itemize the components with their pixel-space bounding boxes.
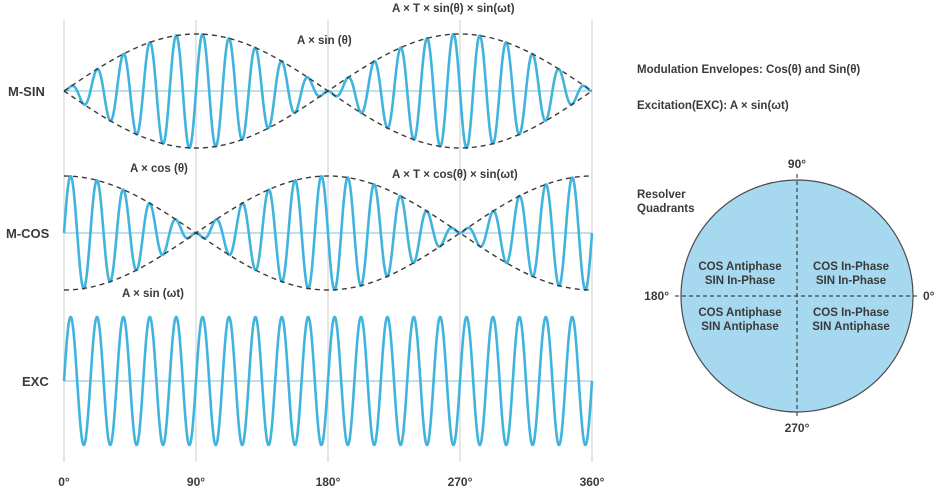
resolver-quadrants: Resolver Quadrants 90° 180° 0° 270° COS … xyxy=(637,157,935,435)
quadrant-q2-line2: SIN In-Phase xyxy=(705,275,775,287)
quadrant-label-270: 270° xyxy=(785,421,810,435)
x-tick-270: 270° xyxy=(448,475,473,489)
quadrant-label-90: 90° xyxy=(788,157,806,171)
quadrant-q2-line1: COS Antiphase xyxy=(698,261,781,273)
legend-excitation: Excitation(EXC): A × sin(ωt) xyxy=(637,100,789,112)
quadrant-label-180: 180° xyxy=(644,289,669,303)
quadrant-q4-line1: COS In-Phase xyxy=(813,307,889,319)
row-label-exc: EXC xyxy=(22,374,49,389)
x-tick-360: 360° xyxy=(580,475,605,489)
quadrants-title-line2: Quadrants xyxy=(637,203,695,215)
quadrant-label-0: 0° xyxy=(923,289,935,303)
quadrant-q4-line2: SIN Antiphase xyxy=(812,321,890,333)
msin-envelope-lower xyxy=(63,33,593,149)
mcos-waveform xyxy=(62,174,594,292)
quadrant-q1-line2: SIN In-Phase xyxy=(816,275,886,287)
quadrant-q1-line1: COS In-Phase xyxy=(813,261,889,273)
annotation-msin-envelope: A × sin (θ) xyxy=(297,35,352,47)
annotation-exc-signal: A × sin (ωt) xyxy=(122,288,184,300)
annotation-mcos-envelope: A × cos (θ) xyxy=(130,163,188,175)
legend-envelopes: Modulation Envelopes: Cos(θ) and Sin(θ) xyxy=(637,64,860,76)
exc-waveform xyxy=(62,315,594,447)
row-label-mcos: M-COS xyxy=(6,226,50,241)
quadrants-title-line1: Resolver xyxy=(637,189,686,201)
x-tick-0: 0° xyxy=(58,475,70,489)
mcos-envelope-upper xyxy=(63,175,593,291)
x-tick-90: 90° xyxy=(187,475,205,489)
annotation-mcos-product: A × T × cos(θ) × sin(ωt) xyxy=(392,169,518,181)
annotation-msin-product: A × T × sin(θ) × sin(ωt) xyxy=(392,3,515,15)
row-label-msin: M-SIN xyxy=(8,84,45,99)
quadrant-q3-line1: COS Antiphase xyxy=(698,307,781,319)
quadrant-q3-line2: SIN Antiphase xyxy=(701,321,779,333)
mcos-envelope-lower xyxy=(63,175,593,291)
x-tick-180: 180° xyxy=(316,475,341,489)
